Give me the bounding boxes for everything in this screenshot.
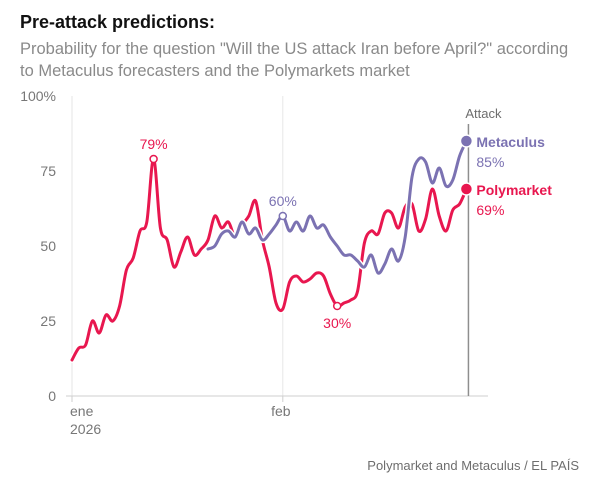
y-tick-label: 75 [40, 163, 56, 179]
metaculus-end-value: 85% [476, 154, 504, 170]
y-tick-label: 100% [20, 88, 56, 104]
polymarket-end-dot [459, 182, 474, 196]
x-tick-label: ene [70, 403, 94, 419]
polymarket-line [70, 157, 468, 362]
polymarket-end-value: 69% [476, 202, 504, 218]
axes: 0 25 50 75 100% ene 2026 feb [20, 88, 488, 437]
polymarket-annotation-dot [332, 301, 342, 311]
metaculus-line [206, 139, 468, 275]
grid-lines [71, 96, 284, 396]
y-tick-label: 25 [40, 313, 56, 329]
data-labels: Polymarket 69% Metaculus 85% 79% 60% 30% [138, 134, 552, 333]
chart-subtitle: Probability for the question "Will the U… [20, 40, 569, 80]
source-credit: Polymarket and Metaculus / EL PAÍS [367, 458, 579, 473]
event-marker: Attack [465, 106, 502, 396]
metaculus-series-name: Metaculus [476, 134, 545, 150]
polymarket-annotation-dot [149, 154, 158, 164]
series-lines [69, 134, 474, 363]
chart-title: Pre-attack predictions: [20, 12, 216, 32]
metaculus-end-dot [459, 134, 474, 148]
x-tick-sublabel: 2026 [70, 421, 101, 437]
y-tick-label: 0 [48, 388, 56, 404]
x-tick-label: feb [271, 403, 291, 419]
polymarket-annotation-label: 30% [323, 315, 351, 331]
polymarket-series-name: Polymarket [476, 182, 552, 198]
polymarket-annotation-label: 79% [140, 136, 168, 152]
y-tick-label: 50 [40, 238, 56, 254]
attack-label: Attack [465, 106, 502, 121]
metaculus-annotation-dot [278, 211, 288, 221]
metaculus-annotation-label: 60% [269, 193, 297, 209]
